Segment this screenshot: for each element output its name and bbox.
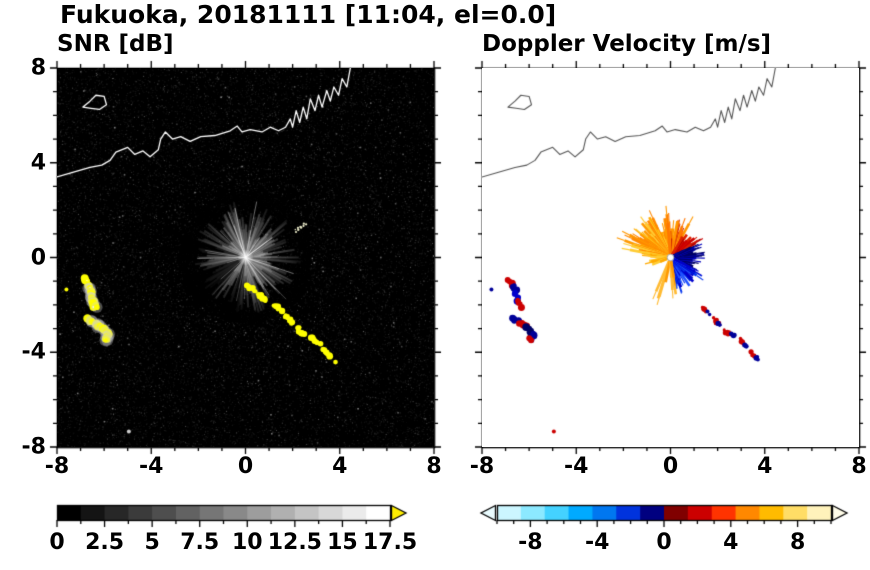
velocity-plot-canvas	[482, 68, 859, 447]
y-tick-label: 4	[30, 150, 46, 176]
x-tick-label: -4	[564, 454, 589, 479]
y-tick-label: -4	[21, 339, 46, 365]
colorbar-tick-label: 2.5	[85, 530, 125, 555]
y-tick-label: 8	[30, 55, 46, 81]
x-tick-label: 8	[426, 454, 442, 479]
x-tick-label: -8	[44, 454, 70, 479]
velocity-panel-title: Doppler Velocity [m/s]	[482, 31, 772, 57]
colorbar-tick-label: -4	[584, 530, 610, 555]
colorbar-tick-label: 8	[789, 530, 806, 555]
x-tick-label: 4	[332, 454, 348, 479]
colorbar-tick-label: 0	[656, 530, 672, 555]
colorbar-tick-label: 7.5	[180, 530, 220, 555]
colorbar-tick-label: 15	[327, 530, 358, 555]
colorbar-tick-label: -8	[518, 530, 543, 555]
colorbar-tick-label: 4	[723, 530, 739, 555]
x-tick-label: -8	[469, 454, 495, 479]
snr-panel-title: SNR [dB]	[57, 31, 174, 57]
x-tick-label: 4	[757, 454, 773, 479]
colorbar-tick-label: 0	[49, 530, 65, 555]
figure-title: Fukuoka, 20181111 [11:04, el=0.0]	[60, 0, 557, 29]
snr-plot-canvas	[57, 68, 434, 447]
colorbar-tick-label: 12.5	[267, 530, 322, 555]
y-tick-label: -8	[21, 434, 46, 460]
y-tick-label: 0	[30, 245, 46, 270]
x-tick-label: 0	[662, 454, 679, 479]
colorbar-tick-label: 10	[231, 530, 263, 555]
x-tick-label: 0	[237, 454, 254, 479]
colorbar-tick-label: 17.5	[362, 530, 418, 555]
colorbar-tick-label: 5	[144, 530, 160, 555]
x-tick-label: -4	[139, 454, 164, 479]
x-tick-label: 8	[851, 454, 867, 479]
